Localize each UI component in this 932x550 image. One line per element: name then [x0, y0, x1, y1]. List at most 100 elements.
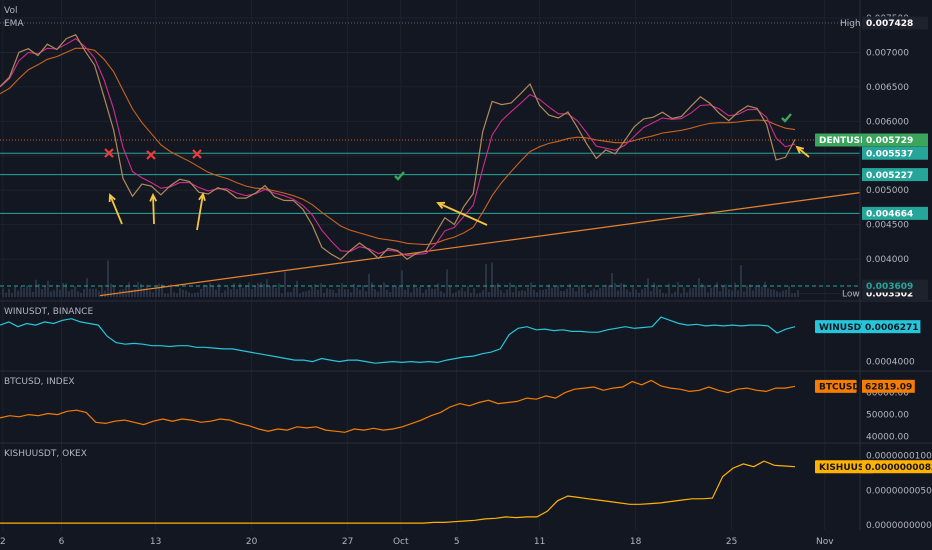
- volume-bar: [29, 287, 31, 297]
- time-axis-label: 25: [726, 537, 737, 547]
- volume-bar: [149, 290, 151, 297]
- volume-bar: [563, 290, 565, 297]
- time-axis-label: 11: [534, 537, 545, 547]
- volume-bar: [173, 292, 175, 297]
- volume-bar: [239, 283, 241, 297]
- indicator-ema-label[interactable]: EMA: [4, 19, 24, 29]
- volume-bar: [533, 289, 535, 297]
- volume-bar: [245, 285, 247, 297]
- volume-bar: [398, 286, 400, 297]
- axis-tick-label[interactable]: 50000.00: [866, 411, 909, 421]
- axis-tick-label[interactable]: 0.004000: [866, 255, 909, 265]
- volume-bar: [95, 288, 97, 297]
- axis-tick-label[interactable]: 0.006500: [866, 83, 909, 93]
- symbol-tag-bg: [815, 320, 863, 334]
- volume-bar: [8, 288, 10, 297]
- winusdt-line: [0, 316, 796, 364]
- volume-bar: [413, 284, 415, 297]
- volume-bar: [554, 285, 556, 297]
- volume-bar: [722, 285, 724, 297]
- volume-bar: [761, 286, 763, 297]
- volume-bar: [179, 288, 181, 297]
- volume-bar: [425, 289, 427, 297]
- arrow-head: [108, 193, 116, 203]
- volume-bar: [86, 278, 88, 297]
- trend-line[interactable]: [99, 192, 861, 297]
- volume-bar: [335, 293, 337, 297]
- volume-bar: [224, 290, 226, 297]
- volume-bar: [185, 290, 187, 297]
- volume-bar: [479, 292, 481, 297]
- time-axis-label: 5: [454, 537, 460, 547]
- volume-bar: [686, 292, 688, 297]
- axis-tick-label[interactable]: 40000.00: [866, 433, 909, 443]
- volume-bar: [608, 285, 610, 297]
- volume-bar: [386, 289, 388, 297]
- time-axis[interactable]: 2 6 13 20 27 Oct 5 11 18 25 Nov: [0, 537, 834, 547]
- win-pane-title[interactable]: WINUSDT, BINANCE: [4, 307, 93, 317]
- volume-bar: [476, 293, 478, 297]
- time-axis-label: 6: [59, 537, 65, 547]
- axis-tick-label[interactable]: 0.007000: [866, 48, 909, 58]
- btc-pane-title[interactable]: BTCUSD, INDEX: [4, 377, 75, 387]
- axis-tick-label[interactable]: 0.005000: [866, 186, 909, 196]
- axis-tick-label[interactable]: 0.000000000000: [866, 521, 932, 531]
- volume-bar: [674, 291, 676, 297]
- symbol-tag: KISHUUSDT: [819, 463, 879, 473]
- volume-bar: [44, 285, 46, 297]
- volume-bar: [482, 290, 484, 297]
- volume-bar: [158, 283, 160, 297]
- volume-bar: [233, 283, 235, 297]
- level-value-bg: [862, 279, 928, 293]
- volume-bar: [560, 290, 562, 297]
- volume-bar: [161, 284, 163, 297]
- volume-bar: [59, 289, 61, 297]
- volume-bar: [779, 292, 781, 297]
- volume-bar: [326, 288, 328, 297]
- axis-tick-label[interactable]: 0.000000010000: [866, 452, 932, 462]
- volume-bar: [38, 283, 40, 297]
- axis-tick-label[interactable]: 0.000000005000: [866, 486, 932, 496]
- volume-bar: [110, 283, 112, 297]
- volume-bar: [530, 282, 532, 297]
- volume-bar: [548, 284, 550, 297]
- kishu-pane-title[interactable]: KISHUUSDT, OKEX: [4, 449, 87, 459]
- indicator-vol-label[interactable]: Vol: [4, 6, 17, 16]
- volume-bar: [488, 291, 490, 297]
- volume-bar: [35, 279, 37, 297]
- volume-bar: [182, 289, 184, 297]
- volume-bar: [641, 289, 643, 297]
- volume-bar: [647, 278, 649, 297]
- volume-bar: [758, 285, 760, 297]
- volume-bar: [575, 291, 577, 297]
- volume-bar: [437, 283, 439, 297]
- volume-bar: [197, 292, 199, 297]
- volume-bar: [473, 288, 475, 297]
- volume-bar: [404, 289, 406, 297]
- volume-bar: [53, 290, 55, 297]
- last-value-tag: 62819.09: [865, 383, 912, 393]
- volume-bar: [716, 282, 718, 297]
- volume-bar: [47, 280, 49, 297]
- axis-tick-label[interactable]: 0.004500: [866, 221, 909, 231]
- volume-bar: [695, 287, 697, 297]
- volume-bar: [281, 293, 283, 297]
- volume-bar: [539, 290, 541, 297]
- volume-bar: [680, 293, 682, 297]
- volume-bar: [11, 293, 13, 297]
- volume-bar: [395, 285, 397, 297]
- check-mark: [781, 113, 792, 123]
- volume-bar: [122, 289, 124, 297]
- axis-tick-label[interactable]: 60000.00: [866, 389, 909, 399]
- volume-bar: [257, 283, 259, 297]
- volume-bar: [146, 284, 148, 297]
- volume-bar: [272, 284, 274, 297]
- volume-bar: [371, 282, 373, 297]
- high-value-bg: [862, 16, 928, 30]
- volume-bar: [704, 285, 706, 297]
- volume-bar: [503, 293, 505, 297]
- axis-tick-label[interactable]: 0.0004000: [866, 358, 915, 368]
- dent-last-value: 0.005729: [866, 136, 913, 146]
- axis-tick-label[interactable]: 0.006000: [866, 117, 909, 127]
